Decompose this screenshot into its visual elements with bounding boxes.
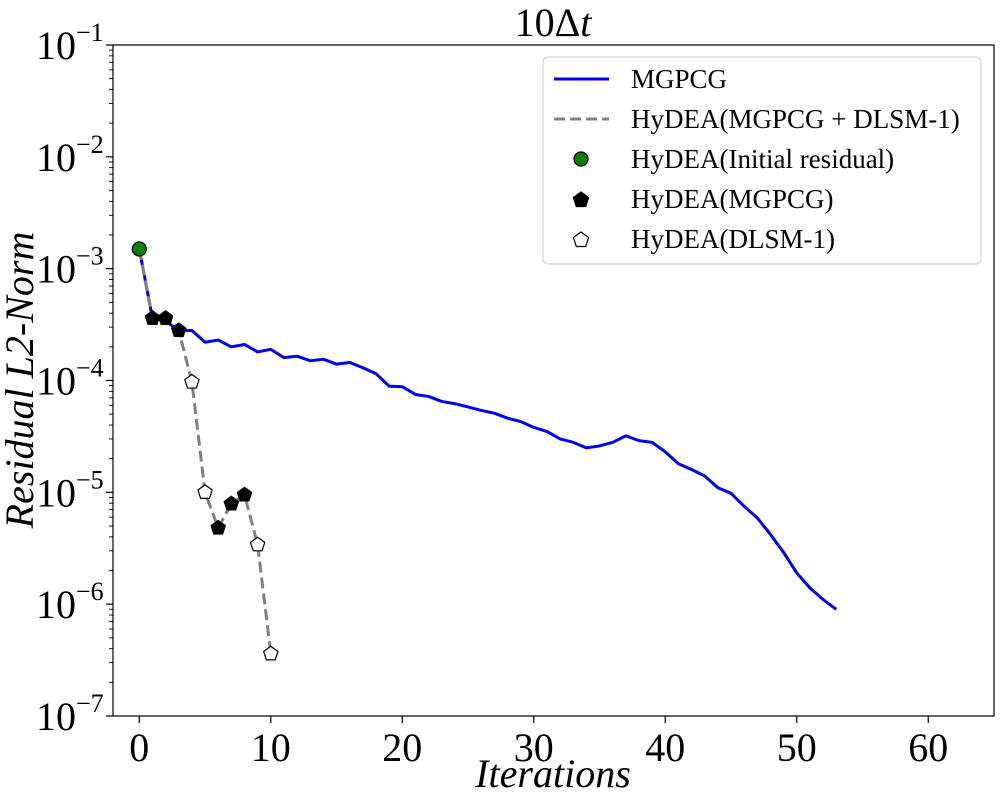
marker-hydea-dlsm [249, 536, 266, 552]
legend-label-hydea-mgpcg: HyDEA(MGPCG) [631, 184, 834, 214]
x-tick-label: 30 [514, 725, 554, 770]
x-tick-label: 20 [382, 725, 422, 770]
series-line-mgpcg [137, 248, 838, 611]
y-tick-label: 10−5 [36, 465, 104, 515]
axis-ticks-layer: 0 10 20 30 40 50 60 10−7 10−6 10−5 10−4 10−3 10−2 10−… [36, 18, 948, 770]
x-tick-label: 10 [251, 725, 291, 770]
marker-hydea-mgpcg [157, 310, 174, 325]
y-tick-label: 10−7 [36, 689, 104, 739]
plot-area-frame [112, 44, 995, 717]
y-axis-label: Residual L2-Norm [0, 232, 42, 530]
y-tick-label: 10−4 [36, 354, 104, 404]
legend-swatch-hydea-mgpcg [572, 191, 590, 208]
legend-swatch-hydea-dlsm [572, 231, 590, 248]
marker-hydea-mgpcg [236, 486, 253, 502]
chart-title: 10Δt [515, 0, 593, 45]
marker-hydea-dlsm [197, 484, 213, 499]
x-tick-label: 0 [129, 725, 149, 770]
series-line-hydea-combined [137, 248, 273, 654]
marker-hydea-mgpcg [223, 495, 240, 511]
y-tick-label: 10−1 [36, 18, 104, 68]
y-tick-label: 10−3 [36, 242, 104, 292]
series-layer [137, 248, 838, 654]
marker-hydea-dlsm [184, 373, 200, 389]
legend-box [542, 56, 982, 265]
legend-label-hydea-dlsm: HyDEA(DLSM-1) [631, 224, 835, 254]
legend-swatch-initial-residual [573, 151, 589, 167]
marker-hydea-dlsm [262, 645, 279, 661]
marker-hydea-mgpcg [170, 322, 187, 338]
x-tick-label: 40 [645, 725, 685, 770]
y-tick-label: 10−6 [36, 577, 104, 627]
marker-initial-residual [131, 241, 147, 257]
legend: MGPCG HyDEA(MGPCG + DLSM-1) HyDEA(Initia… [542, 56, 982, 265]
x-tick-label: 60 [908, 725, 948, 770]
legend-label-initial-residual: HyDEA(Initial residual) [631, 144, 894, 174]
x-tick-label: 50 [777, 725, 817, 770]
x-axis-label: Iterations [474, 751, 631, 796]
marker-hydea-mgpcg [210, 519, 227, 535]
legend-label-hydea-combined: HyDEA(MGPCG + DLSM-1) [631, 104, 960, 134]
y-tick-label: 10−2 [36, 130, 104, 180]
marker-hydea-mgpcg [144, 310, 161, 325]
legend-label-mgpcg: MGPCG [631, 64, 727, 94]
markers-layer [131, 241, 279, 661]
